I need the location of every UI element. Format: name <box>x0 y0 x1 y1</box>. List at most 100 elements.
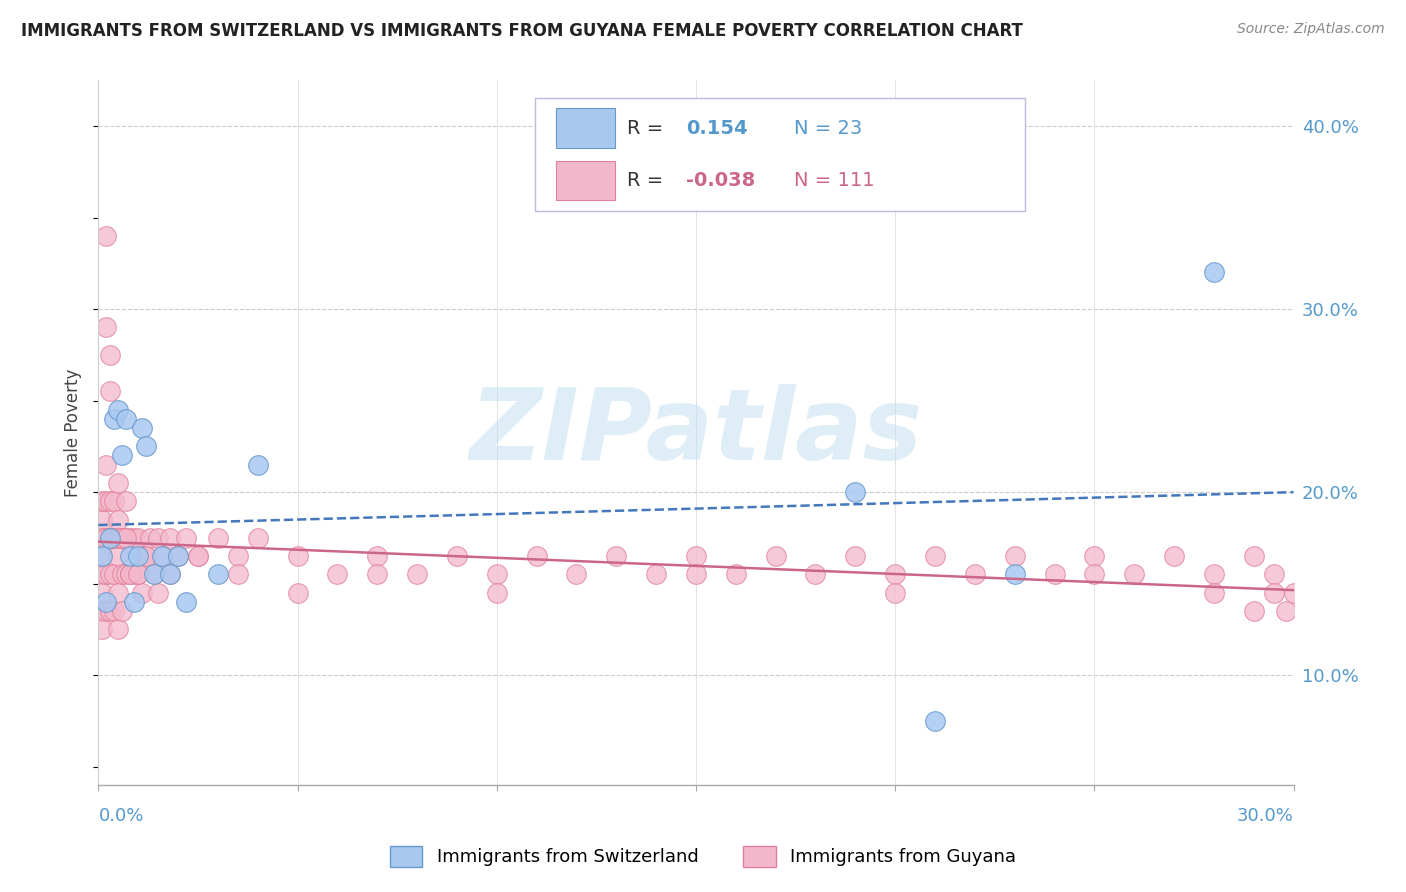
Point <box>111 531 134 545</box>
Point <box>1083 567 1105 582</box>
Point <box>96 531 118 545</box>
Point <box>1263 567 1285 582</box>
Point <box>1202 586 1225 600</box>
Point <box>159 567 181 582</box>
Point <box>120 531 142 545</box>
Point <box>111 449 134 463</box>
Point <box>103 531 125 545</box>
Point <box>148 531 170 545</box>
Point <box>246 458 269 472</box>
Point <box>924 714 946 728</box>
Point <box>150 549 173 564</box>
Text: 0.0%: 0.0% <box>98 807 143 825</box>
Point <box>127 567 149 582</box>
Point <box>1202 265 1225 279</box>
Point <box>1343 604 1365 618</box>
Point <box>366 549 388 564</box>
Point <box>127 531 149 545</box>
Point <box>135 439 157 453</box>
Point <box>924 549 946 564</box>
Point <box>115 494 138 508</box>
Point <box>187 549 209 564</box>
FancyBboxPatch shape <box>534 98 1025 211</box>
Point <box>167 549 190 564</box>
Point <box>115 412 138 426</box>
Point <box>98 567 122 582</box>
Point <box>174 531 197 545</box>
Point <box>96 458 118 472</box>
Text: R =: R = <box>627 171 662 190</box>
Point <box>844 549 866 564</box>
Point <box>884 567 907 582</box>
Point <box>226 549 249 564</box>
Text: R =: R = <box>627 119 662 137</box>
Point <box>91 549 114 564</box>
Point <box>1302 604 1324 618</box>
Text: 30.0%: 30.0% <box>1237 807 1294 825</box>
Point <box>565 567 588 582</box>
Text: -0.038: -0.038 <box>686 171 755 190</box>
Point <box>91 623 114 637</box>
Point <box>96 320 118 334</box>
Point <box>115 531 138 545</box>
Point <box>1274 604 1296 618</box>
Point <box>120 567 142 582</box>
Point <box>485 567 508 582</box>
Point <box>131 586 153 600</box>
Point <box>446 549 468 564</box>
Point <box>91 512 114 526</box>
Text: N = 23: N = 23 <box>794 119 862 137</box>
Point <box>98 604 122 618</box>
Point <box>685 549 707 564</box>
Point <box>1004 549 1026 564</box>
Point <box>884 586 907 600</box>
Point <box>103 531 125 545</box>
Point <box>131 421 153 435</box>
Point <box>1322 586 1344 600</box>
Point <box>115 531 138 545</box>
Point <box>135 549 157 564</box>
Text: Source: ZipAtlas.com: Source: ZipAtlas.com <box>1237 22 1385 37</box>
Point <box>91 531 114 545</box>
Point <box>96 567 118 582</box>
Point <box>91 494 114 508</box>
Point <box>103 567 125 582</box>
Point <box>1043 567 1066 582</box>
Point <box>111 604 134 618</box>
Point <box>98 494 122 508</box>
Legend: Immigrants from Switzerland, Immigrants from Guyana: Immigrants from Switzerland, Immigrants … <box>382 838 1024 874</box>
Point <box>226 567 249 582</box>
Point <box>91 586 114 600</box>
Point <box>107 475 129 490</box>
Point <box>174 595 197 609</box>
Point <box>159 531 181 545</box>
Point <box>96 531 118 545</box>
Point <box>98 348 122 362</box>
Point <box>127 549 149 564</box>
Point <box>107 531 129 545</box>
Point <box>150 549 173 564</box>
Point <box>91 531 114 545</box>
Point <box>111 531 134 545</box>
Point <box>844 485 866 500</box>
Point <box>326 567 349 582</box>
Point <box>107 623 129 637</box>
Point <box>103 494 125 508</box>
Point <box>724 567 747 582</box>
Point <box>98 531 122 545</box>
Y-axis label: Female Poverty: Female Poverty <box>65 368 83 497</box>
Point <box>287 586 309 600</box>
Point <box>159 567 181 582</box>
Point <box>1163 549 1185 564</box>
Point <box>103 412 125 426</box>
Point <box>91 604 114 618</box>
Point <box>139 531 162 545</box>
Point <box>1123 567 1146 582</box>
Point <box>96 595 118 609</box>
Point <box>124 595 146 609</box>
Point <box>804 567 827 582</box>
Point <box>167 549 190 564</box>
Point <box>115 567 138 582</box>
Point <box>107 512 129 526</box>
Point <box>645 567 668 582</box>
